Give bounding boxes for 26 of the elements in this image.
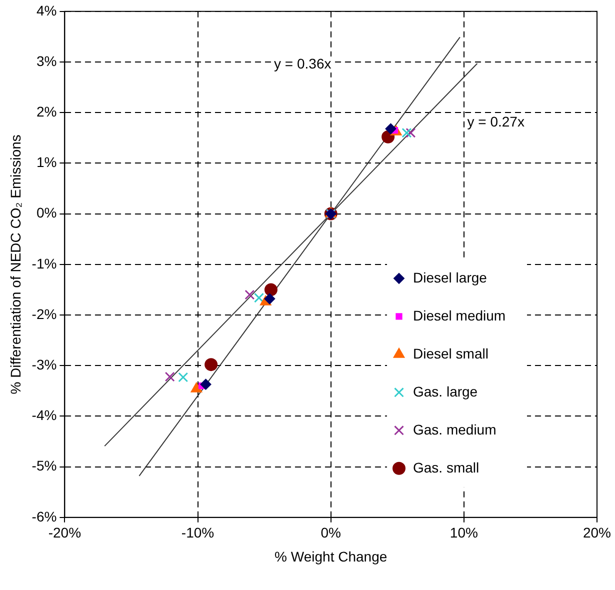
y-tick-label: 0% bbox=[36, 204, 57, 221]
y-tick-label: 4% bbox=[36, 2, 57, 18]
y-tick-label: 3% bbox=[36, 52, 57, 69]
legend-label: Diesel large bbox=[413, 269, 488, 286]
y-tick-label: -5% bbox=[32, 458, 57, 474]
x-axis-title: % Weight Change bbox=[274, 548, 388, 564]
y-tick-label: -6% bbox=[32, 508, 57, 524]
y-axis-title: % Differentiation of NEDC CO₂ Emissions bbox=[7, 134, 24, 394]
x-tick-label: 0% bbox=[320, 524, 341, 541]
legend-label: Gas. small bbox=[413, 459, 480, 476]
y-tick-label: 2% bbox=[36, 103, 57, 120]
x-tick-label: -20% bbox=[48, 524, 82, 541]
x-tick-label: -10% bbox=[181, 524, 214, 541]
y-tick-label: -1% bbox=[32, 255, 57, 272]
y-tick-label: -2% bbox=[32, 306, 57, 322]
annotation: y = 0.36x bbox=[274, 55, 332, 72]
y-tick-label: 1% bbox=[36, 154, 57, 170]
legend-label: Gas. large bbox=[413, 383, 478, 400]
x-tick-label: 20% bbox=[582, 524, 612, 541]
y-tick-label: -4% bbox=[32, 407, 57, 424]
annotation: y = 0.27x bbox=[467, 114, 524, 130]
x-tick-label: 10% bbox=[450, 524, 478, 541]
legend-label: Diesel medium bbox=[413, 307, 506, 324]
legend-label: Gas. medium bbox=[413, 421, 496, 438]
legend-label: Diesel small bbox=[413, 345, 488, 362]
y-tick-label: -3% bbox=[32, 356, 57, 372]
